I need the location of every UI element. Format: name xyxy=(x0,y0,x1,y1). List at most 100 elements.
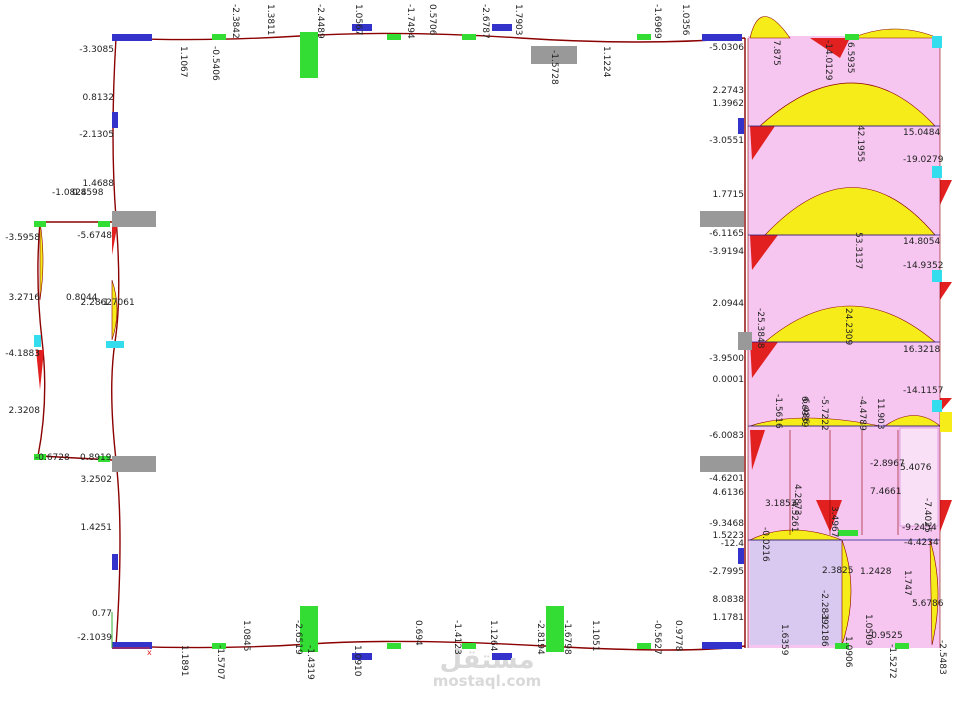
support-gray xyxy=(700,211,744,227)
support-cyan xyxy=(932,36,942,48)
right-col-labels-value: -6.0083 xyxy=(709,431,744,441)
wall-red-3 xyxy=(750,342,778,378)
wall-red-6 xyxy=(940,282,952,300)
left-frame-labels-value: 1.4688 xyxy=(83,179,115,189)
wall-labels-value: 7.4661 xyxy=(870,487,902,497)
support-gray xyxy=(112,456,156,472)
wall-labels-value: 3.4967 xyxy=(829,506,839,538)
left-frame-labels-value: -2.1039 xyxy=(77,633,112,643)
far-left-column xyxy=(37,221,46,457)
wall-red-2 xyxy=(750,235,778,270)
top-labels-value: -2.6787 xyxy=(480,4,490,39)
right-col-labels-value: 1.7715 xyxy=(713,190,745,200)
support-green-small xyxy=(212,34,226,40)
bottom-labels-value: 1.0910 xyxy=(352,645,362,677)
support-green-small xyxy=(98,221,110,227)
wall-labels-value: -4.4234 xyxy=(904,538,939,548)
support-cyan xyxy=(34,335,41,347)
wall-labels-value: -14.0129 xyxy=(823,40,833,81)
wall-labels-value: -7.4025 xyxy=(922,498,932,533)
support-blue xyxy=(738,118,744,134)
wall-labels-value: -0.0216 xyxy=(760,527,770,562)
right-col-labels-value: -3.9500 xyxy=(709,354,744,364)
top-under-labels-value: -1.5728 xyxy=(549,50,559,85)
support-green-small xyxy=(212,643,226,649)
far-left-labels-value: 2.3208 xyxy=(9,406,41,416)
wall-labels-value: 11.903 xyxy=(875,398,885,430)
wall-labels-value: 53.3137 xyxy=(853,232,863,269)
support-blue xyxy=(112,34,152,41)
wall-labels-value: 14.8054 xyxy=(903,237,940,247)
support-blue xyxy=(112,112,118,128)
left-frame-labels-value: 1.4251 xyxy=(81,523,113,533)
far-left-labels-value: -1.0824 xyxy=(52,188,87,198)
wall-labels-value: -1.5272 xyxy=(887,644,897,679)
right-col-labels-value: 1.5223 xyxy=(713,531,745,541)
support-blue xyxy=(492,653,512,660)
wall-labels-value: 4.5261 xyxy=(789,501,799,533)
support-green-small xyxy=(637,643,651,649)
support-gray xyxy=(738,332,752,350)
wall-labels-value: 15.0484 xyxy=(903,128,940,138)
wall-labels-value: 1.6359 xyxy=(779,624,789,656)
support-green xyxy=(300,606,318,652)
wall-labels-value: -9.2454 xyxy=(902,523,937,533)
bottom-labels-value: -1.6798 xyxy=(562,620,572,655)
wall-arc-3 xyxy=(759,82,936,127)
wall-labels-value: 42.1955 xyxy=(855,125,865,162)
support-green-small xyxy=(462,643,476,649)
wall-arc-9 xyxy=(929,539,939,646)
wall-labels-value: 5.4076 xyxy=(900,463,932,473)
wall-red-4 xyxy=(810,38,850,58)
wall-labels-value: -14.9352 xyxy=(903,261,943,271)
top-under-labels-value: 1.1224 xyxy=(601,46,611,78)
wall-red-10 xyxy=(816,500,842,532)
wall-labels-value: 1.0906 xyxy=(843,636,853,668)
wall-labels-value: -1.2186 xyxy=(819,612,829,647)
support-blue xyxy=(492,24,512,31)
wall-labels-value: -2.5483 xyxy=(937,640,947,675)
support-gray xyxy=(531,46,577,64)
far-left-labels-value: 0.8598 xyxy=(72,188,104,198)
right-col-labels-value: 1.3962 xyxy=(713,99,745,109)
support-blue xyxy=(702,34,742,41)
support-green-small xyxy=(838,530,858,536)
support-green-small xyxy=(462,34,476,40)
right-col-labels-value: 0.0001 xyxy=(713,375,745,385)
right-col-labels-value: -12.4 xyxy=(721,539,745,549)
support-green-small xyxy=(637,34,651,40)
bottom-labels-value: 1.0845 xyxy=(241,620,251,652)
wall-red-8 xyxy=(940,500,952,532)
wall-labels-value: 6.5935 xyxy=(845,42,855,74)
wall-labels-value: -25.3848 xyxy=(755,308,765,349)
top-labels-value: 1.7903 xyxy=(513,4,523,36)
wall-labels-value: -4.4789 xyxy=(857,396,867,431)
top-labels-value: -2.3842 xyxy=(230,4,240,39)
wall-labels-value: 3.1853 xyxy=(765,499,797,509)
wall-moment-diagram xyxy=(747,16,952,648)
left-frame-labels-value: -2.1305 xyxy=(79,130,114,140)
far-left-labels-value: -4.1883 xyxy=(5,349,40,359)
axis-origin: x xyxy=(111,612,152,657)
far-left-labels-value: 0.8044 xyxy=(66,293,98,303)
support-green-small xyxy=(34,221,46,227)
watermark: مستقل mostaql.com xyxy=(433,645,542,690)
top-labels-value: -1.6969 xyxy=(652,4,662,39)
right-col-labels-value: -9.3468 xyxy=(709,519,744,529)
value-labels: -2.3842 1.3811 -2.4489 1.0567 -1.7494 0.5706 -… xyxy=(5,4,947,680)
wall-labels-value: -1.5616 xyxy=(773,394,783,429)
support-blue xyxy=(738,548,744,564)
wall-labels-value: -19.0279 xyxy=(903,155,944,165)
wall-labels-value: 6.486 xyxy=(800,398,810,424)
top-labels-value: 1.0356 xyxy=(680,4,690,36)
bottom-labels-value: -2.6519 xyxy=(293,620,303,655)
bottom-labels-value: 1.1264 xyxy=(488,620,498,652)
right-col-labels-value: 2.2743 xyxy=(713,86,745,96)
wall-arc-1 xyxy=(749,16,791,39)
support-blue xyxy=(352,24,372,31)
support-green xyxy=(546,606,564,652)
axis-x-label: x xyxy=(147,648,152,657)
top-labels-value: 1.3811 xyxy=(265,4,275,36)
watermark-site: mostaql.com xyxy=(433,672,542,690)
support-cyan xyxy=(932,166,942,178)
